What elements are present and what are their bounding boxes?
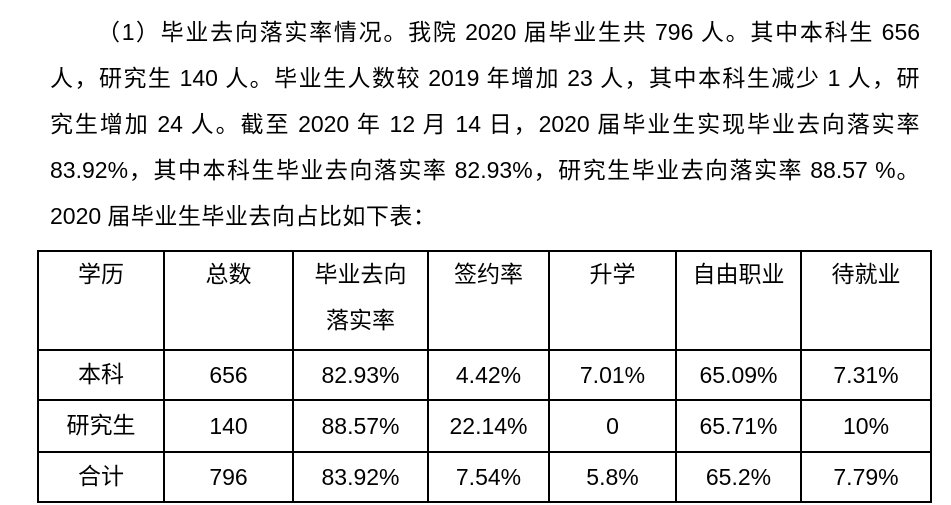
cell-total: 656 (163, 349, 294, 401)
header-rate-line2: 落实率 (326, 308, 395, 333)
paragraph-line: 人，研究生 140 人。毕业生人数较 2019 年增加 23 人，其中本科生减少… (50, 65, 921, 91)
table-row-postgraduate: 研究生 140 88.57% 22.14% 0 65.71% 10% (37, 399, 932, 453)
cell-total: 796 (163, 451, 294, 503)
cell-further-study: 7.01% (548, 349, 677, 401)
header-cell-rate: 毕业去向 落实率 (292, 250, 429, 351)
cell-freelance: 65.09% (675, 349, 802, 401)
cell-sign-rate: 4.42% (427, 349, 550, 401)
cell-education: 本科 (37, 349, 165, 401)
header-cell-education: 学历 (37, 250, 165, 351)
paragraph-line: （1）毕业去向落实率情况。我院 2020 届毕业生共 796 人。其中本科生 6… (97, 19, 921, 45)
cell-further-study: 0 (548, 399, 677, 453)
header-rate-line1: 毕业去向 (314, 262, 407, 287)
cell-further-study: 5.8% (548, 451, 677, 503)
cell-pending: 7.79% (800, 451, 932, 503)
cell-freelance: 65.71% (675, 399, 802, 453)
table-row-total: 合计 796 83.92% 7.54% 5.8% 65.2% 7.79% (37, 451, 932, 503)
cell-rate: 88.57% (292, 399, 429, 453)
cell-pending: 7.31% (800, 349, 932, 401)
header-cell-further-study: 升学 (548, 250, 677, 351)
header-cell-freelance: 自由职业 (675, 250, 802, 351)
cell-rate: 83.92% (292, 451, 429, 503)
paragraph-line: 究生增加 24 人。截至 2020 年 12 月 14 日，2020 届毕业生实… (50, 111, 921, 137)
header-cell-sign-rate: 签约率 (427, 250, 550, 351)
paragraph-line: 2020 届毕业生毕业去向占比如下表： (50, 203, 437, 229)
cell-freelance: 65.2% (675, 451, 802, 503)
cell-sign-rate: 7.54% (427, 451, 550, 503)
employment-destination-table: 学历 总数 毕业去向落实率 签约率 升学 自由职业 待就业 本科 656 82.… (37, 250, 932, 503)
table-header-row: 学历 总数 毕业去向落实率 签约率 升学 自由职业 待就业 (37, 250, 932, 351)
cell-education: 研究生 (37, 399, 165, 453)
cell-rate: 82.93% (292, 349, 429, 401)
cell-total: 140 (163, 399, 294, 453)
cell-education: 合计 (37, 451, 165, 503)
header-cell-pending: 待就业 (800, 250, 932, 351)
paragraph-line: 83.92%，其中本科生毕业去向落实率 82.93%，研究生毕业去向落实率 88… (50, 157, 921, 183)
paragraph: （1）毕业去向落实率情况。我院 2020 届毕业生共 796 人。其中本科生 6… (50, 9, 920, 239)
cell-pending: 10% (800, 399, 932, 453)
header-cell-total: 总数 (163, 250, 294, 351)
table-row-undergraduate: 本科 656 82.93% 4.42% 7.01% 65.09% 7.31% (37, 349, 932, 401)
cell-sign-rate: 22.14% (427, 399, 550, 453)
